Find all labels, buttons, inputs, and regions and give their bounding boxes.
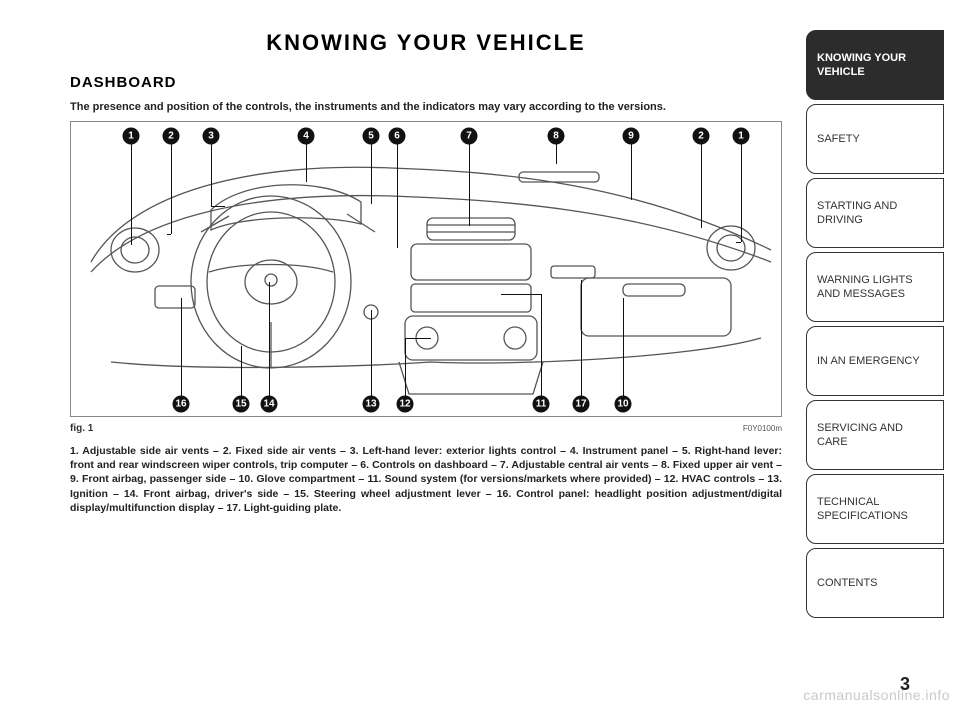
figure-code: F0Y0100m bbox=[743, 424, 782, 433]
section-tab-label: CONTENTS bbox=[817, 576, 878, 590]
figure-label: fig. 1 bbox=[70, 423, 93, 434]
callout-bubble: 9 bbox=[623, 128, 640, 145]
callout-bubble: 1 bbox=[733, 128, 750, 145]
dashboard-figure: 123456789211615141312111710 bbox=[70, 121, 782, 417]
callout-leader bbox=[269, 282, 270, 396]
section-tab-label: WARNING LIGHTS AND MESSAGES bbox=[817, 273, 933, 302]
section-tab[interactable]: WARNING LIGHTS AND MESSAGES bbox=[806, 252, 944, 322]
lead-paragraph: The presence and position of the control… bbox=[70, 101, 782, 113]
callout-bubble: 8 bbox=[548, 128, 565, 145]
figure-legend: 1. Adjustable side air vents – 2. Fixed … bbox=[70, 444, 782, 515]
page-title: KNOWING YOUR VEHICLE bbox=[70, 30, 782, 56]
callout-bubble: 15 bbox=[233, 396, 250, 413]
callout-leader bbox=[631, 144, 632, 200]
section-tab[interactable]: SERVICING AND CARE bbox=[806, 400, 944, 470]
callout-leader bbox=[211, 206, 225, 207]
callout-bubble: 14 bbox=[261, 396, 278, 413]
callout-leader bbox=[541, 294, 542, 396]
callout-leader bbox=[397, 144, 398, 248]
callout-leader bbox=[131, 144, 132, 245]
section-tab[interactable]: CONTENTS bbox=[806, 548, 944, 618]
watermark: carmanualsonline.info bbox=[803, 687, 950, 703]
section-tab-label: SAFETY bbox=[817, 132, 860, 146]
callout-leader bbox=[241, 346, 242, 396]
section-tab[interactable]: SAFETY bbox=[806, 104, 944, 174]
callout-leader bbox=[469, 144, 470, 226]
page-content: KNOWING YOUR VEHICLE DASHBOARD The prese… bbox=[70, 30, 782, 515]
callout-leader bbox=[405, 338, 431, 339]
callout-leader bbox=[623, 298, 624, 396]
section-tab-label: TECHNICAL SPECIFICATIONS bbox=[817, 495, 933, 524]
callout-bubble: 3 bbox=[203, 128, 220, 145]
callout-bubble: 6 bbox=[389, 128, 406, 145]
callout-bubble: 2 bbox=[693, 128, 710, 145]
callout-leader bbox=[371, 144, 372, 204]
callout-leader bbox=[581, 280, 582, 396]
callout-leader bbox=[181, 298, 182, 396]
callout-leader bbox=[701, 144, 702, 228]
figure-caption-row: fig. 1 F0Y0100m bbox=[70, 423, 782, 434]
section-tab[interactable]: IN AN EMERGENCY bbox=[806, 326, 944, 396]
callout-bubble: 10 bbox=[615, 396, 632, 413]
callout-bubble: 13 bbox=[363, 396, 380, 413]
page-subtitle: DASHBOARD bbox=[70, 74, 782, 91]
section-tab-label: SERVICING AND CARE bbox=[817, 421, 933, 450]
callout-bubble: 2 bbox=[163, 128, 180, 145]
callout-bubble: 5 bbox=[363, 128, 380, 145]
callout-leader bbox=[556, 144, 557, 164]
callout-bubble: 17 bbox=[573, 396, 590, 413]
section-tab[interactable]: KNOWING YOUR VEHICLE bbox=[806, 30, 944, 100]
section-tab[interactable]: STARTING AND DRIVING bbox=[806, 178, 944, 248]
callout-leader bbox=[371, 310, 372, 396]
callout-bubble: 11 bbox=[533, 396, 550, 413]
callout-bubble: 4 bbox=[298, 128, 315, 145]
callout-leader bbox=[211, 144, 212, 206]
callout-leader bbox=[736, 242, 741, 243]
callout-bubble: 7 bbox=[461, 128, 478, 145]
callout-leader bbox=[501, 294, 541, 295]
dashboard-svg bbox=[71, 122, 783, 418]
section-tabs-sidebar: KNOWING YOUR VEHICLE SAFETY STARTING AND D… bbox=[806, 30, 944, 622]
callout-leader bbox=[741, 144, 742, 242]
section-tab-label: IN AN EMERGENCY bbox=[817, 354, 920, 368]
callout-bubble: 12 bbox=[397, 396, 414, 413]
callout-leader bbox=[306, 144, 307, 182]
callout-bubble: 1 bbox=[123, 128, 140, 145]
section-tab-label: KNOWING YOUR VEHICLE bbox=[817, 51, 933, 80]
manual-page: KNOWING YOUR VEHICLE DASHBOARD The prese… bbox=[0, 0, 960, 709]
callout-bubble: 16 bbox=[173, 396, 190, 413]
section-tab[interactable]: TECHNICAL SPECIFICATIONS bbox=[806, 474, 944, 544]
callout-leader bbox=[171, 144, 172, 234]
callout-leader bbox=[167, 234, 171, 235]
callout-leader bbox=[405, 338, 406, 396]
section-tab-label: STARTING AND DRIVING bbox=[817, 199, 933, 228]
